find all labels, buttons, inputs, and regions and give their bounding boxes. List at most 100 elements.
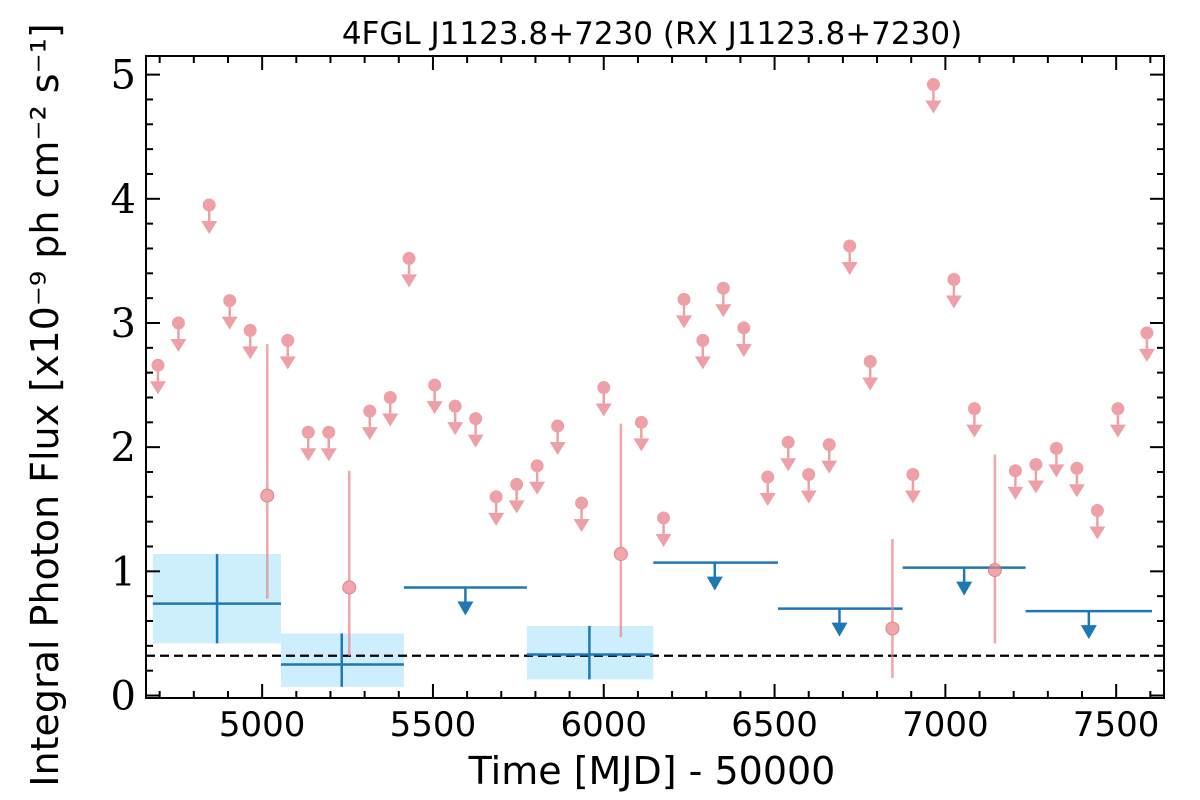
short-bin-upper-limit-marker bbox=[281, 333, 295, 347]
short-bin-upper-limit-arrow bbox=[242, 346, 259, 360]
short-bin-upper-limit-marker bbox=[761, 470, 775, 484]
short-bin-upper-limit-arrow bbox=[966, 424, 983, 438]
short-bin-upper-limit-marker bbox=[448, 399, 462, 413]
short-bin-upper-limit-marker bbox=[1140, 326, 1154, 340]
short-bin-detection-marker bbox=[987, 563, 1002, 578]
short-bin-upper-limit-11 bbox=[401, 251, 418, 288]
short-bin-upper-limit-4 bbox=[221, 294, 238, 330]
x-tick-label: 6500 bbox=[731, 705, 818, 745]
x-tick-label: 5500 bbox=[390, 705, 477, 745]
short-bin-upper-limit-arrow bbox=[655, 533, 672, 547]
x-tick-label: 6000 bbox=[560, 705, 647, 745]
short-bin-upper-limit-30 bbox=[821, 438, 838, 474]
short-bin-upper-limit-arrow bbox=[170, 338, 187, 352]
short-bin-upper-limit-32 bbox=[862, 354, 879, 391]
short-bin-upper-limit-marker bbox=[383, 390, 397, 404]
short-bin-upper-limit-23 bbox=[676, 292, 693, 329]
short-bin-upper-limit-marker bbox=[1070, 461, 1084, 475]
short-bin-upper-limit-arrow bbox=[300, 448, 317, 462]
short-bin-upper-limit-marker bbox=[489, 490, 503, 504]
short-bin-upper-limit-marker bbox=[737, 321, 751, 335]
short-bin-upper-limit-17 bbox=[529, 459, 546, 495]
short-bin-upper-limit-arrow bbox=[573, 519, 590, 533]
short-bin-upper-limit-28 bbox=[780, 435, 797, 472]
short-bin-upper-limit-marker bbox=[1090, 503, 1104, 517]
short-bin-upper-limit-marker bbox=[696, 333, 710, 347]
short-bin-detection-3 bbox=[613, 423, 628, 638]
short-bin-upper-limit-3 bbox=[201, 198, 218, 235]
short-bin-detection-4 bbox=[885, 539, 900, 679]
short-bin-upper-limit-marker bbox=[510, 477, 524, 491]
short-bin-detection-5 bbox=[987, 454, 1002, 644]
long-bin-upper-limit-arrow-head bbox=[831, 622, 848, 637]
short-bin-upper-limit-27 bbox=[759, 470, 776, 506]
long-bin-detection-3 bbox=[526, 625, 654, 680]
short-bin-upper-limit-arrow bbox=[320, 448, 337, 462]
short-bin-upper-limit-arrow bbox=[780, 458, 797, 472]
short-bin-upper-limit-10 bbox=[382, 390, 399, 427]
short-bin-upper-limit-marker bbox=[469, 412, 483, 426]
short-bin-upper-limit-marker bbox=[843, 239, 857, 253]
short-bin-upper-limit-29 bbox=[800, 467, 817, 504]
short-bin-upper-limit-arrow bbox=[149, 381, 166, 395]
short-bin-upper-limit-marker bbox=[575, 496, 589, 510]
short-bin-upper-limit-22 bbox=[655, 511, 672, 547]
x-axis-label: Time [MJD] - 50000 bbox=[468, 749, 836, 793]
short-bin-upper-limit-25 bbox=[715, 281, 732, 318]
short-bin-upper-limit-marker bbox=[151, 358, 165, 372]
short-bin-upper-limit-marker bbox=[1049, 441, 1063, 455]
short-bin-upper-limit-19 bbox=[573, 496, 590, 533]
short-bin-upper-limit-5 bbox=[242, 323, 259, 360]
short-bin-upper-limit-36 bbox=[966, 402, 983, 438]
short-bin-upper-limit-37 bbox=[1007, 464, 1024, 500]
short-bin-upper-limit-marker bbox=[223, 294, 237, 308]
short-bin-upper-limit-marker bbox=[1111, 402, 1125, 416]
short-bin-upper-limit-arrow bbox=[1089, 526, 1106, 540]
short-bin-upper-limit-arrow bbox=[221, 316, 238, 330]
long-bin-upper-limit-arrow bbox=[457, 587, 474, 616]
short-bin-upper-limit-marker bbox=[906, 467, 920, 481]
short-bin-upper-limit-arrow bbox=[508, 500, 525, 514]
short-bin-upper-limit-marker bbox=[1008, 464, 1022, 478]
short-bin-upper-limit-arrow bbox=[862, 377, 879, 391]
short-bin-upper-limit-arrow bbox=[382, 413, 399, 427]
short-bin-upper-limit-41 bbox=[1089, 503, 1106, 540]
plot-frame bbox=[145, 55, 1165, 699]
y-tick-label: 2 bbox=[111, 425, 136, 471]
short-bin-upper-limit-42 bbox=[1109, 402, 1126, 438]
short-bin-upper-limit-marker bbox=[1029, 458, 1043, 472]
short-bin-upper-limit-31 bbox=[841, 239, 858, 275]
short-bin-upper-limit-arrow bbox=[759, 492, 776, 506]
long-bin-upper-limit-arrow bbox=[956, 567, 973, 596]
short-bin-upper-limit-arrow bbox=[1138, 348, 1155, 362]
short-bin-upper-limit-marker bbox=[202, 198, 216, 212]
long-bin-upper-limit-arrow-head bbox=[1080, 625, 1097, 640]
short-bin-upper-limit-arrow bbox=[841, 261, 858, 275]
y-axis-label: Integral Photon Flux [x10⁻⁹ ph cm⁻² s⁻¹] bbox=[23, 23, 67, 786]
x-tick-label: 5000 bbox=[219, 705, 306, 745]
short-bin-upper-limit-18 bbox=[549, 419, 566, 456]
short-bin-upper-limit-9 bbox=[361, 404, 378, 441]
short-bin-upper-limit-arrow bbox=[361, 427, 378, 441]
short-bin-upper-limit-marker bbox=[716, 281, 730, 295]
short-bin-detection-2 bbox=[342, 470, 357, 656]
short-bin-upper-limit-arrow bbox=[694, 356, 711, 370]
short-bin-upper-limit-arrow bbox=[821, 460, 838, 474]
short-bin-upper-limit-arrow bbox=[1027, 480, 1044, 494]
axis-ticks: 5000 5500 6000 6500 7000 7500 0 1 2 3 4 5 bbox=[111, 53, 1164, 745]
short-bin-upper-limit-38 bbox=[1027, 458, 1044, 494]
short-bin-upper-limit-43 bbox=[1138, 326, 1155, 362]
short-bin-upper-limit-marker bbox=[428, 378, 442, 392]
short-bin-upper-limit-marker bbox=[967, 402, 981, 416]
short-bin-upper-limit-marker bbox=[947, 273, 961, 287]
long-bin-upper-limit-arrow bbox=[1080, 611, 1097, 640]
short-bin-upper-limit-marker bbox=[822, 438, 836, 452]
short-bin-upper-limit-34 bbox=[925, 78, 942, 114]
short-bin-upper-limit-arrow bbox=[1068, 484, 1085, 498]
y-tick-label: 1 bbox=[111, 549, 136, 595]
short-bin-detection-marker bbox=[885, 621, 900, 636]
short-bin-upper-limit-arrow bbox=[595, 403, 612, 417]
short-bin-upper-limit-marker bbox=[322, 425, 336, 439]
short-bin-upper-limit-16 bbox=[508, 477, 525, 514]
long-bin-detection-2 bbox=[280, 633, 404, 687]
